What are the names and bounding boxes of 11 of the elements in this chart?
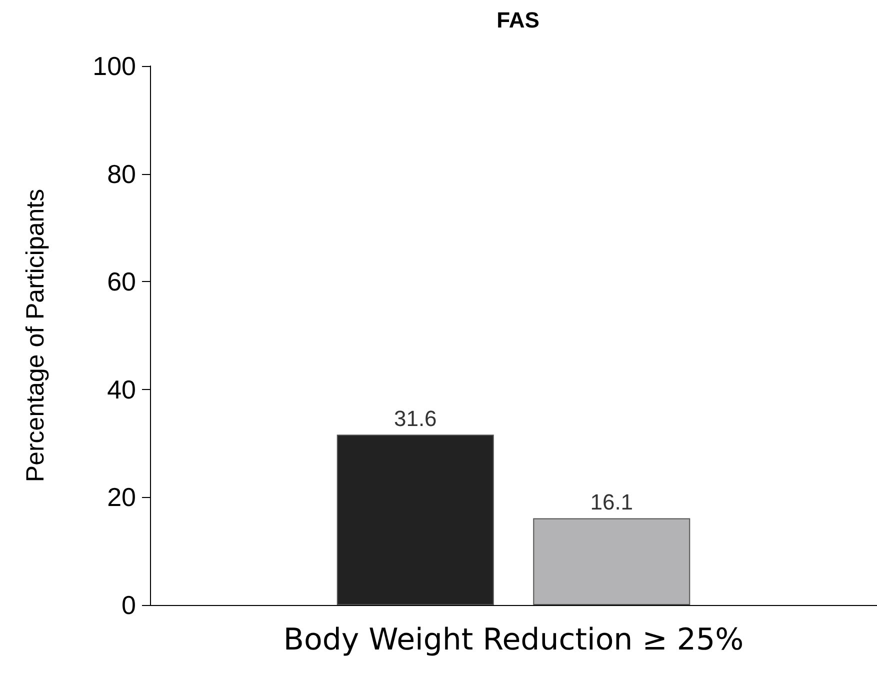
chart-title: FAS [496, 8, 540, 32]
y-tick-label: 20 [107, 482, 136, 512]
data-label: 16.1 [590, 490, 634, 515]
y-tick-label: 40 [107, 374, 136, 404]
y-tick-label: 60 [107, 266, 136, 297]
x-tick-label: Body Weight Reduction ≥ 25% [283, 622, 744, 658]
y-tick-label: 0 [122, 590, 136, 620]
y-axis-title: Percentage of Participants [22, 188, 50, 482]
y-tick-label: 100 [92, 51, 136, 81]
data-label: 31.6 [394, 406, 437, 432]
y-tick-label: 80 [107, 158, 136, 189]
